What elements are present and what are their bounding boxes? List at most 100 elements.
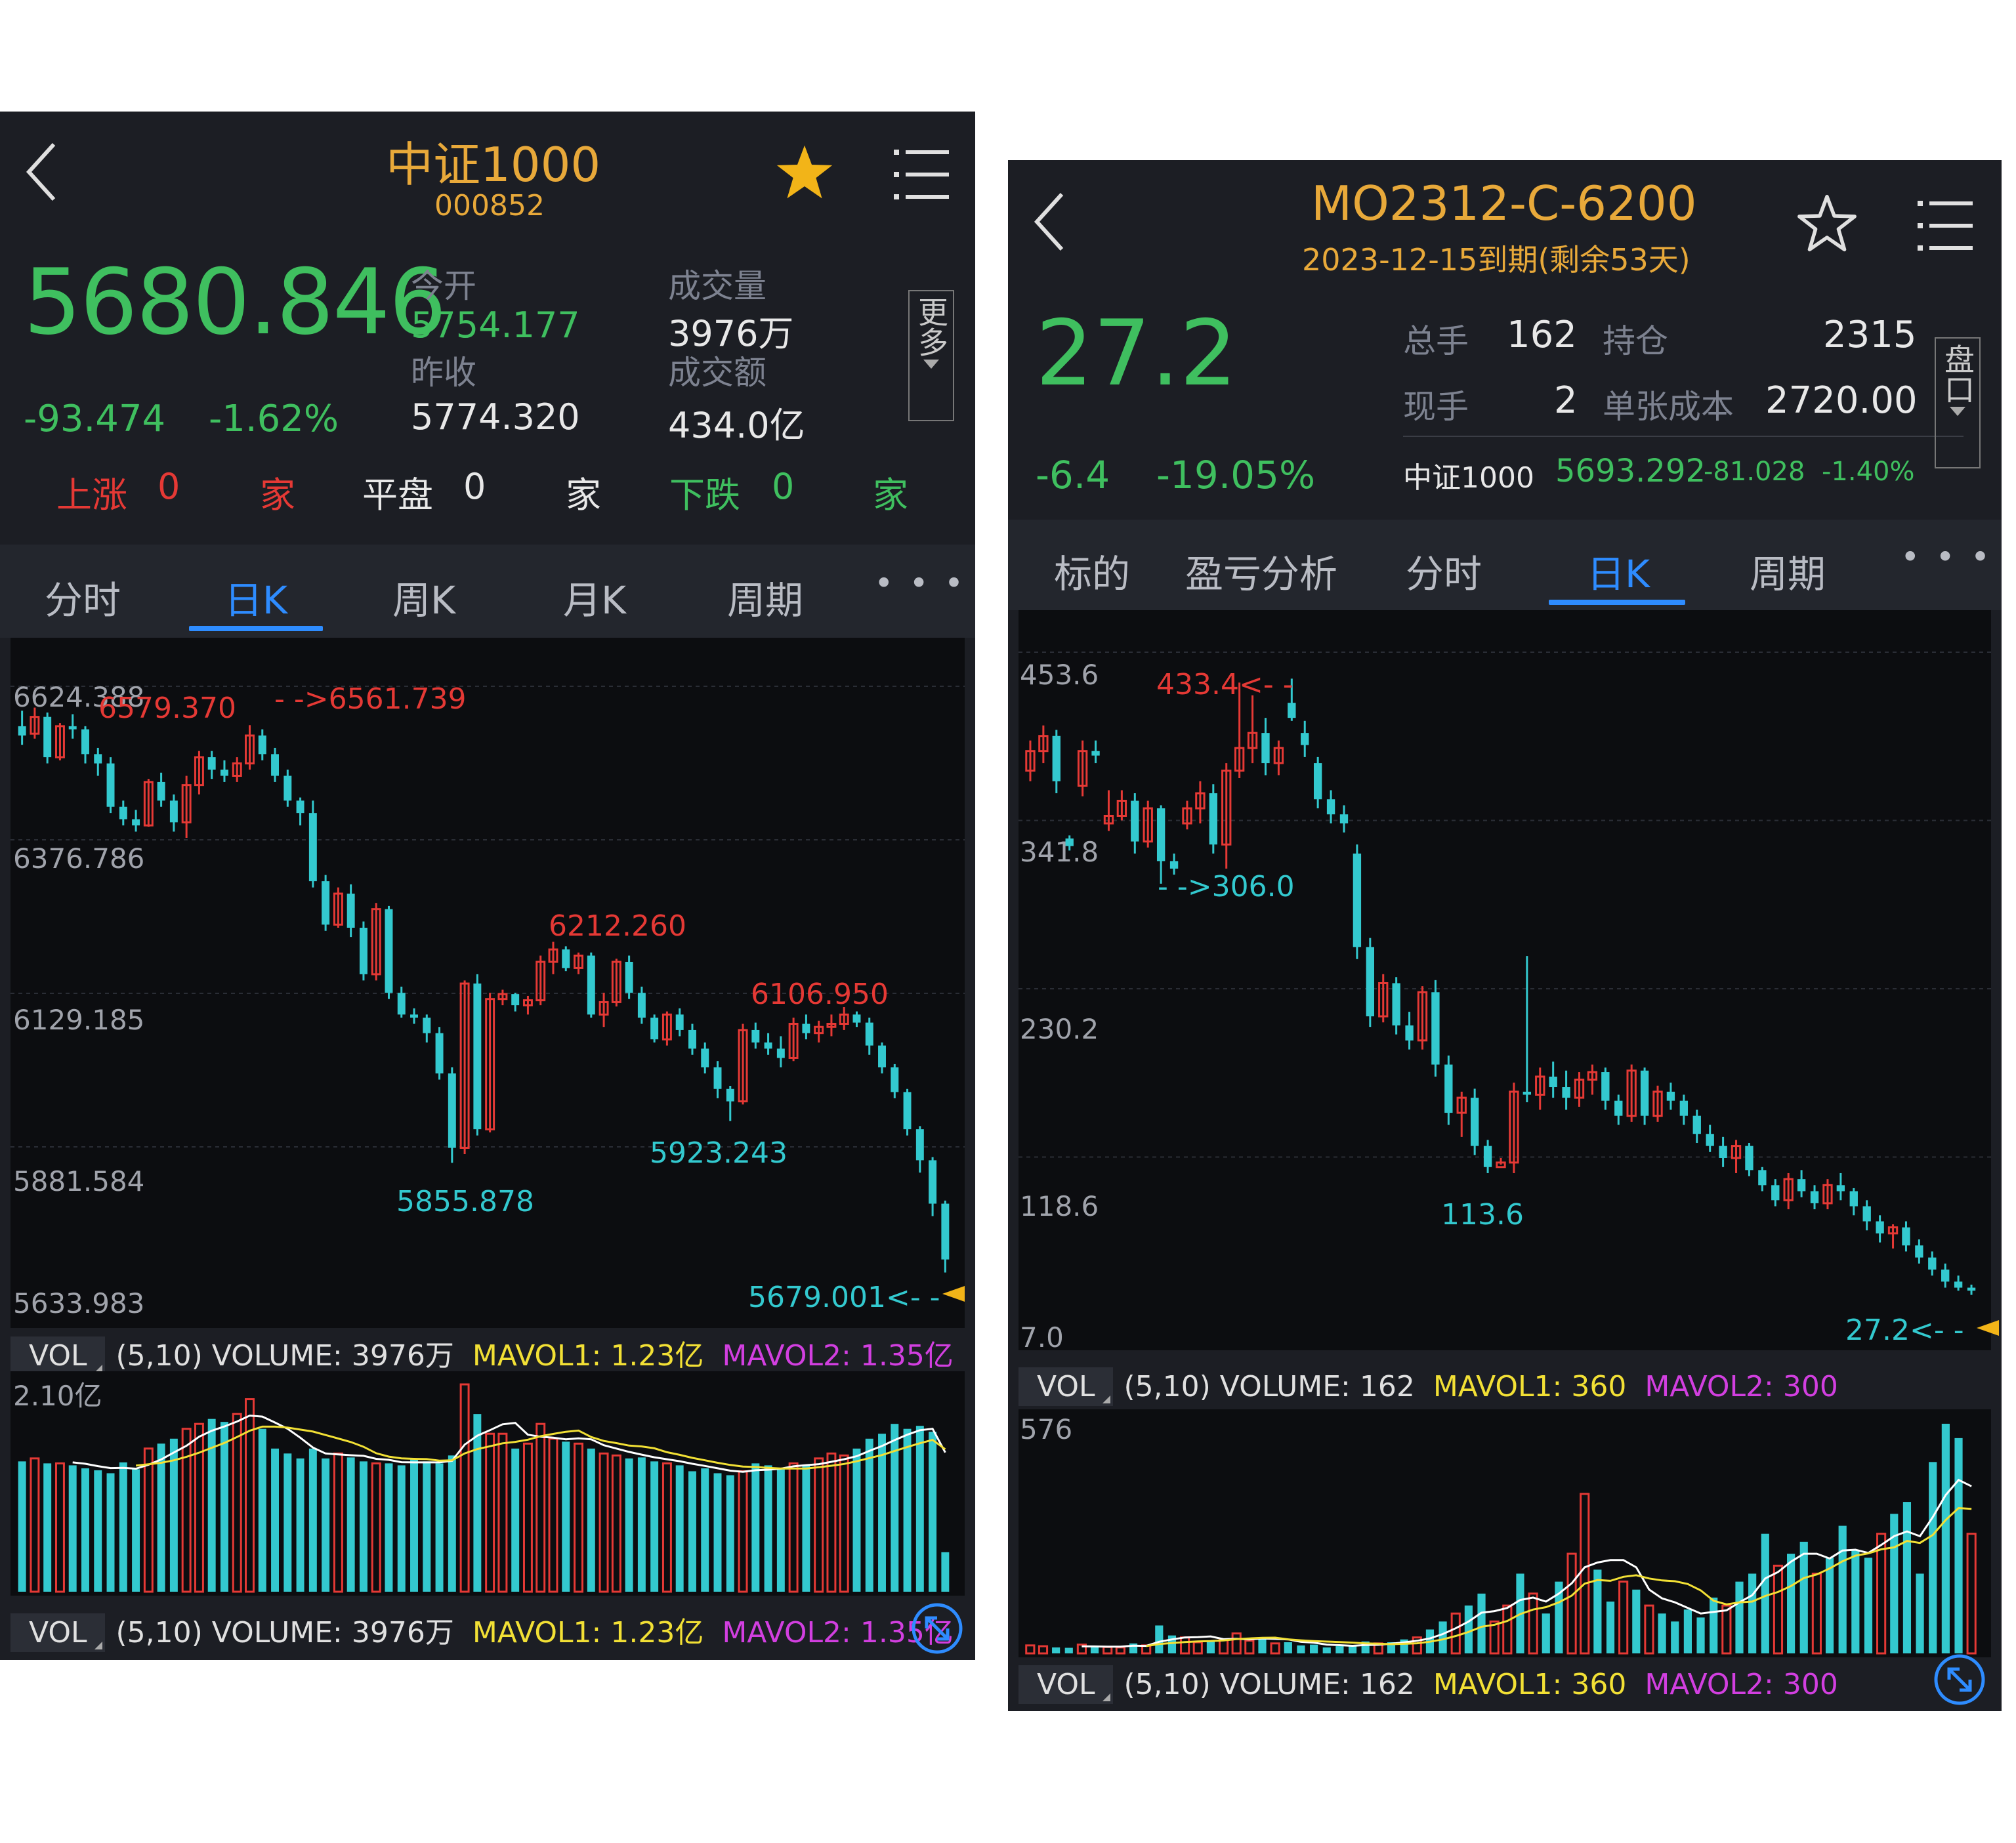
candle-up (1195, 792, 1206, 810)
candle-down (1392, 983, 1400, 1025)
volume-chart[interactable] (10, 1371, 965, 1596)
more-dots-icon[interactable]: • • • (874, 564, 967, 602)
volume-bar-down (271, 1448, 280, 1592)
volume-bar-down (220, 1422, 228, 1592)
high-annotation: 6212.260 (549, 909, 686, 943)
favorite-star-icon[interactable] (774, 143, 835, 203)
underlying-name: 中证1000 (1403, 461, 1534, 495)
price-change-pct: -1.62% (209, 398, 339, 440)
candle-up (1587, 1071, 1598, 1081)
candle-down (435, 1033, 444, 1074)
candle-down (1797, 1179, 1806, 1191)
y-axis-label: 5633.983 (13, 1287, 145, 1319)
kline-chart[interactable] (1018, 610, 1991, 1350)
menu-icon[interactable] (894, 148, 949, 203)
mavol2-line (1146, 1506, 1972, 1647)
volume-bar-down (929, 1432, 937, 1592)
high-annotation: 6106.950 (751, 978, 889, 1011)
kline-svg (1018, 652, 1991, 1295)
candle-up (1535, 1075, 1545, 1096)
more-button[interactable]: 更多 (908, 290, 954, 421)
candle-down (1353, 853, 1362, 947)
candle-down (119, 806, 127, 819)
candle-down (1679, 1100, 1689, 1116)
tab-weekly-k[interactable]: 周K (392, 578, 456, 623)
volume-bar-up (1876, 1533, 1887, 1655)
tab-underlying[interactable]: 标的 (1054, 552, 1131, 596)
kline-svg (10, 686, 965, 1273)
volume-bar-up (826, 1452, 837, 1593)
volume-bar-down (1851, 1550, 1860, 1653)
volume-bar-down (169, 1438, 178, 1592)
page-title: 中证1000 (386, 137, 601, 192)
candle-down (776, 1048, 785, 1058)
expand-chart-icon[interactable] (1933, 1653, 1986, 1708)
volume-bar-up (194, 1422, 204, 1593)
volume-bar-down (1799, 1541, 1808, 1653)
index-code: 000852 (434, 189, 545, 222)
volume-label: 成交量 (668, 267, 766, 305)
candle-up (1038, 735, 1049, 753)
candle-down (1614, 1100, 1623, 1116)
volume-bar-down (1064, 1647, 1073, 1653)
volume-axis-max: 2.10亿 (13, 1380, 102, 1412)
volume-bar-up (1618, 1581, 1629, 1655)
vol-indicator-bar[interactable]: VOL (5,10) VOLUME: 162 MAVOL1: 360 MAVOL2… (1018, 1367, 1838, 1406)
tab-daily-k[interactable]: 日K (1587, 552, 1650, 596)
volume-bar-down (764, 1465, 772, 1592)
more-dots-icon[interactable]: • • • (1900, 538, 1993, 576)
candle-down (1849, 1191, 1858, 1207)
volume-bar-up (54, 1462, 65, 1593)
tab-period[interactable]: 周期 (727, 578, 804, 623)
vol-selector[interactable]: VOL (10, 1336, 106, 1375)
tab-intraday[interactable]: 分时 (1406, 552, 1482, 596)
volume-bar-down (1710, 1597, 1718, 1653)
candle-down (1405, 1025, 1414, 1041)
candle-down (1261, 733, 1270, 764)
candle-up (522, 999, 533, 1006)
tab-period[interactable]: 周期 (1750, 552, 1826, 596)
volume-bar-up (1580, 1493, 1590, 1655)
price-change: -93.474 (24, 398, 166, 440)
vol-indicator-bar[interactable]: VOL (5,10) VOLUME: 3976万 MAVOL1: 1.23亿 MA… (10, 1332, 954, 1375)
candle-up (1077, 750, 1088, 787)
candle-up (574, 955, 584, 969)
price-change: -6.4 (1036, 453, 1110, 497)
expand-chart-icon[interactable] (911, 1602, 963, 1657)
back-icon[interactable] (25, 139, 56, 207)
candle-down (1131, 800, 1139, 842)
tab-intraday[interactable]: 分时 (45, 578, 121, 623)
unit-cost-label: 单张成本 (1603, 388, 1734, 426)
total-volume-label: 总手 (1403, 322, 1469, 360)
amount-value: 434.0亿 (668, 405, 805, 446)
candle-down (675, 1014, 684, 1030)
vol-indicator-bar-2[interactable]: VOL (5,10) VOLUME: 3976万 MAVOL1: 1.23亿 MA… (10, 1609, 954, 1652)
low-annotation: 5855.878 (396, 1185, 534, 1218)
volume-bar-down (1477, 1593, 1486, 1653)
candle-down (1719, 1146, 1727, 1158)
vol-indicator-bar-2[interactable]: VOL (5,10) VOLUME: 162 MAVOL1: 360 MAVOL2… (1018, 1665, 1838, 1704)
back-icon[interactable] (1033, 189, 1064, 257)
vol-volume: VOLUME: 162 (1219, 1668, 1415, 1701)
favorite-star-icon[interactable] (1797, 194, 1857, 255)
kline-chart[interactable] (10, 638, 965, 1328)
volume-bar-up (1244, 1640, 1255, 1655)
volume-chart[interactable] (1018, 1409, 1991, 1657)
vol-selector[interactable]: VOL (10, 1613, 106, 1652)
open-value: 5754.177 (411, 304, 580, 346)
candle-down (359, 927, 368, 974)
candle-down (284, 776, 292, 801)
candle-down (322, 881, 330, 925)
tab-daily-k[interactable]: 日K (224, 578, 288, 623)
tab-pnl-analysis[interactable]: 盈亏分析 (1185, 552, 1338, 596)
volume-bar-down (284, 1453, 292, 1592)
tab-monthly-k[interactable]: 月K (563, 578, 627, 623)
candle-up (1234, 747, 1245, 772)
menu-icon[interactable] (1918, 199, 1973, 255)
volume-bar-down (1258, 1637, 1267, 1653)
vol-selector[interactable]: VOL (1018, 1665, 1114, 1704)
pankou-button[interactable]: 盘口 (1935, 337, 1981, 468)
vol-selector[interactable]: VOL (1018, 1367, 1114, 1406)
candle-down (1052, 735, 1060, 781)
candle-down (852, 1014, 861, 1023)
